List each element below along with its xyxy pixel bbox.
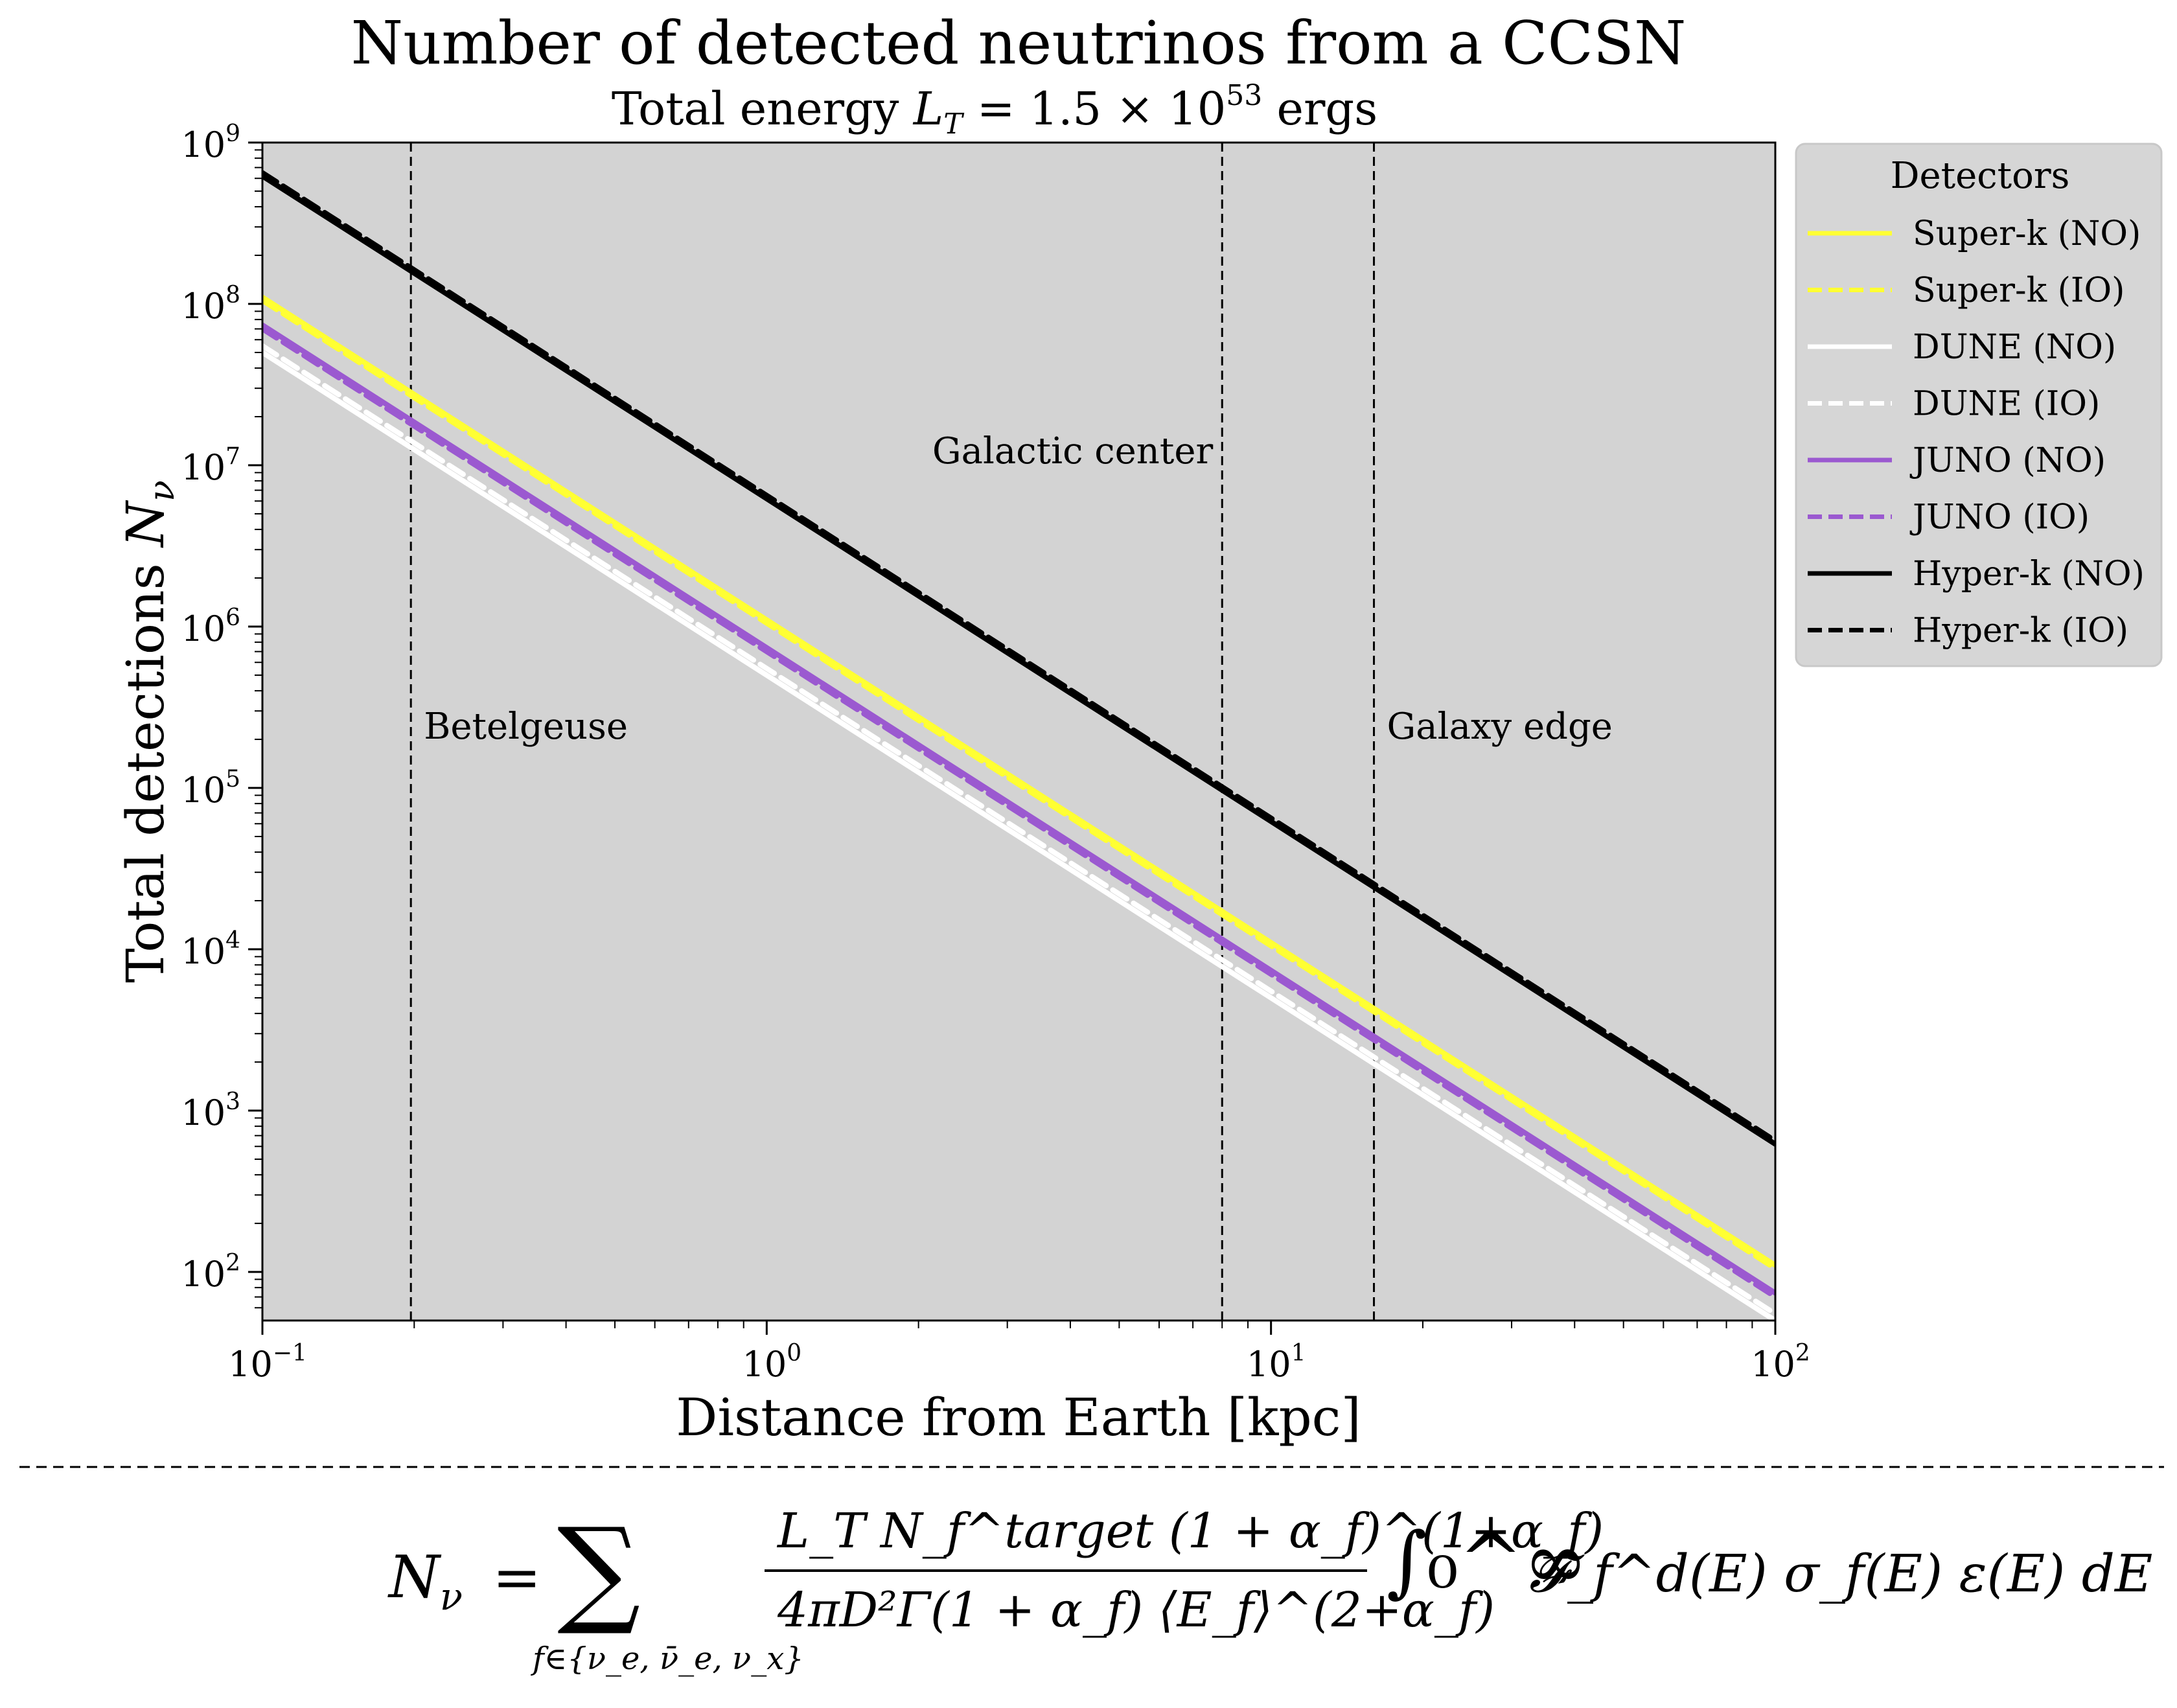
legend-label-dune-io: DUNE (IO) bbox=[1913, 385, 2100, 424]
y-tick-label: 106 bbox=[181, 605, 240, 649]
chart-subtitle: Total energy LT = 1.5 × 1053 ergs bbox=[612, 79, 1377, 141]
x-tick-label: 100 bbox=[743, 1340, 802, 1385]
formula-integrand: 𝓕_f^d(E) σ_f(E) ε(E) dE bbox=[1529, 1543, 2153, 1604]
series-line-super-k-io bbox=[262, 297, 1775, 1271]
x-tick-label: 101 bbox=[1247, 1340, 1306, 1385]
x-tick-label: 102 bbox=[1751, 1340, 1810, 1385]
series-line-dune-io bbox=[262, 343, 1775, 1317]
y-tick-label: 105 bbox=[181, 766, 240, 811]
legend-label-juno-no: JUNO (NO) bbox=[1909, 441, 2106, 480]
y-axis-ticks: 102 103 104 105 106 107 108 109 bbox=[181, 121, 262, 1309]
y-tick-label: 103 bbox=[181, 1089, 240, 1133]
legend-label-super-k-no: Super-k (NO) bbox=[1913, 214, 2141, 253]
vline-label-betelgeuse: Betelgeuse bbox=[424, 706, 628, 748]
x-tick-label: 10−1 bbox=[228, 1340, 307, 1385]
legend-label-hyper-k-io: Hyper-k (IO) bbox=[1913, 612, 2128, 651]
y-axis-label: Total detections Nν bbox=[115, 480, 182, 983]
legend-label-hyper-k-no: Hyper-k (NO) bbox=[1913, 555, 2145, 594]
series-line-juno-no bbox=[262, 322, 1775, 1296]
y-tick-label: 102 bbox=[181, 1250, 240, 1295]
series-line-super-k-no bbox=[262, 294, 1775, 1268]
formula-integral: ∫₀^∞ bbox=[1387, 1516, 1589, 1606]
reference-lines: Betelgeuse Galactic center Galaxy edge bbox=[409, 143, 1613, 1321]
plot-frame bbox=[261, 141, 1777, 1322]
y-tick-label: 104 bbox=[181, 927, 240, 972]
y-tick-label: 109 bbox=[181, 121, 240, 165]
formula-fraction-bar bbox=[765, 1569, 1367, 1572]
series-line-juno-io bbox=[262, 326, 1775, 1300]
series-layer bbox=[262, 170, 1775, 1321]
y-tick-label: 108 bbox=[181, 282, 240, 327]
series-line-hyper-k-io bbox=[262, 170, 1775, 1144]
legend: Detectors Super-k (NO) Super-k (IO) DUNE (… bbox=[1795, 143, 2163, 667]
formula-denominator: 4πD²Γ(1 + α_f) ⟨E_f⟩^(2+α_f) bbox=[778, 1582, 1495, 1638]
formula-sum: ∑ bbox=[557, 1503, 641, 1639]
formula-numerator: L_T N_f^target (1 + α_f)^(1+α_f) bbox=[778, 1503, 1604, 1559]
legend-box bbox=[1795, 143, 2163, 667]
legend-label-super-k-io: Super-k (IO) bbox=[1913, 271, 2125, 310]
series-line-dune-no bbox=[262, 350, 1775, 1321]
formula-equals: = bbox=[492, 1543, 542, 1611]
legend-label-dune-no: DUNE (NO) bbox=[1913, 328, 2116, 367]
series-line-hyper-k-no bbox=[262, 173, 1775, 1147]
legend-label-juno-io: JUNO (IO) bbox=[1909, 498, 2090, 537]
chart-title: Number of detected neutrinos from a CCSN bbox=[351, 8, 1687, 78]
x-axis-label: Distance from Earth [kpc] bbox=[676, 1387, 1361, 1448]
detection-formula: Nν = ∑ f∈{ν_e, ν̄_e, ν_x} L_T N_f^target… bbox=[363, 1490, 2152, 1685]
formula-lhs: Nν bbox=[389, 1543, 463, 1619]
legend-title: Detectors bbox=[1891, 155, 2070, 197]
vline-label-galactic-center: Galactic center bbox=[932, 430, 1214, 472]
x-axis-ticks: 10−1 100 101 102 bbox=[228, 1321, 1810, 1385]
vline-label-galaxy-edge: Galaxy edge bbox=[1387, 706, 1613, 748]
formula-sum-index: f∈{ν_e, ν̄_e, ν_x} bbox=[533, 1641, 804, 1677]
y-tick-label: 107 bbox=[181, 443, 240, 488]
